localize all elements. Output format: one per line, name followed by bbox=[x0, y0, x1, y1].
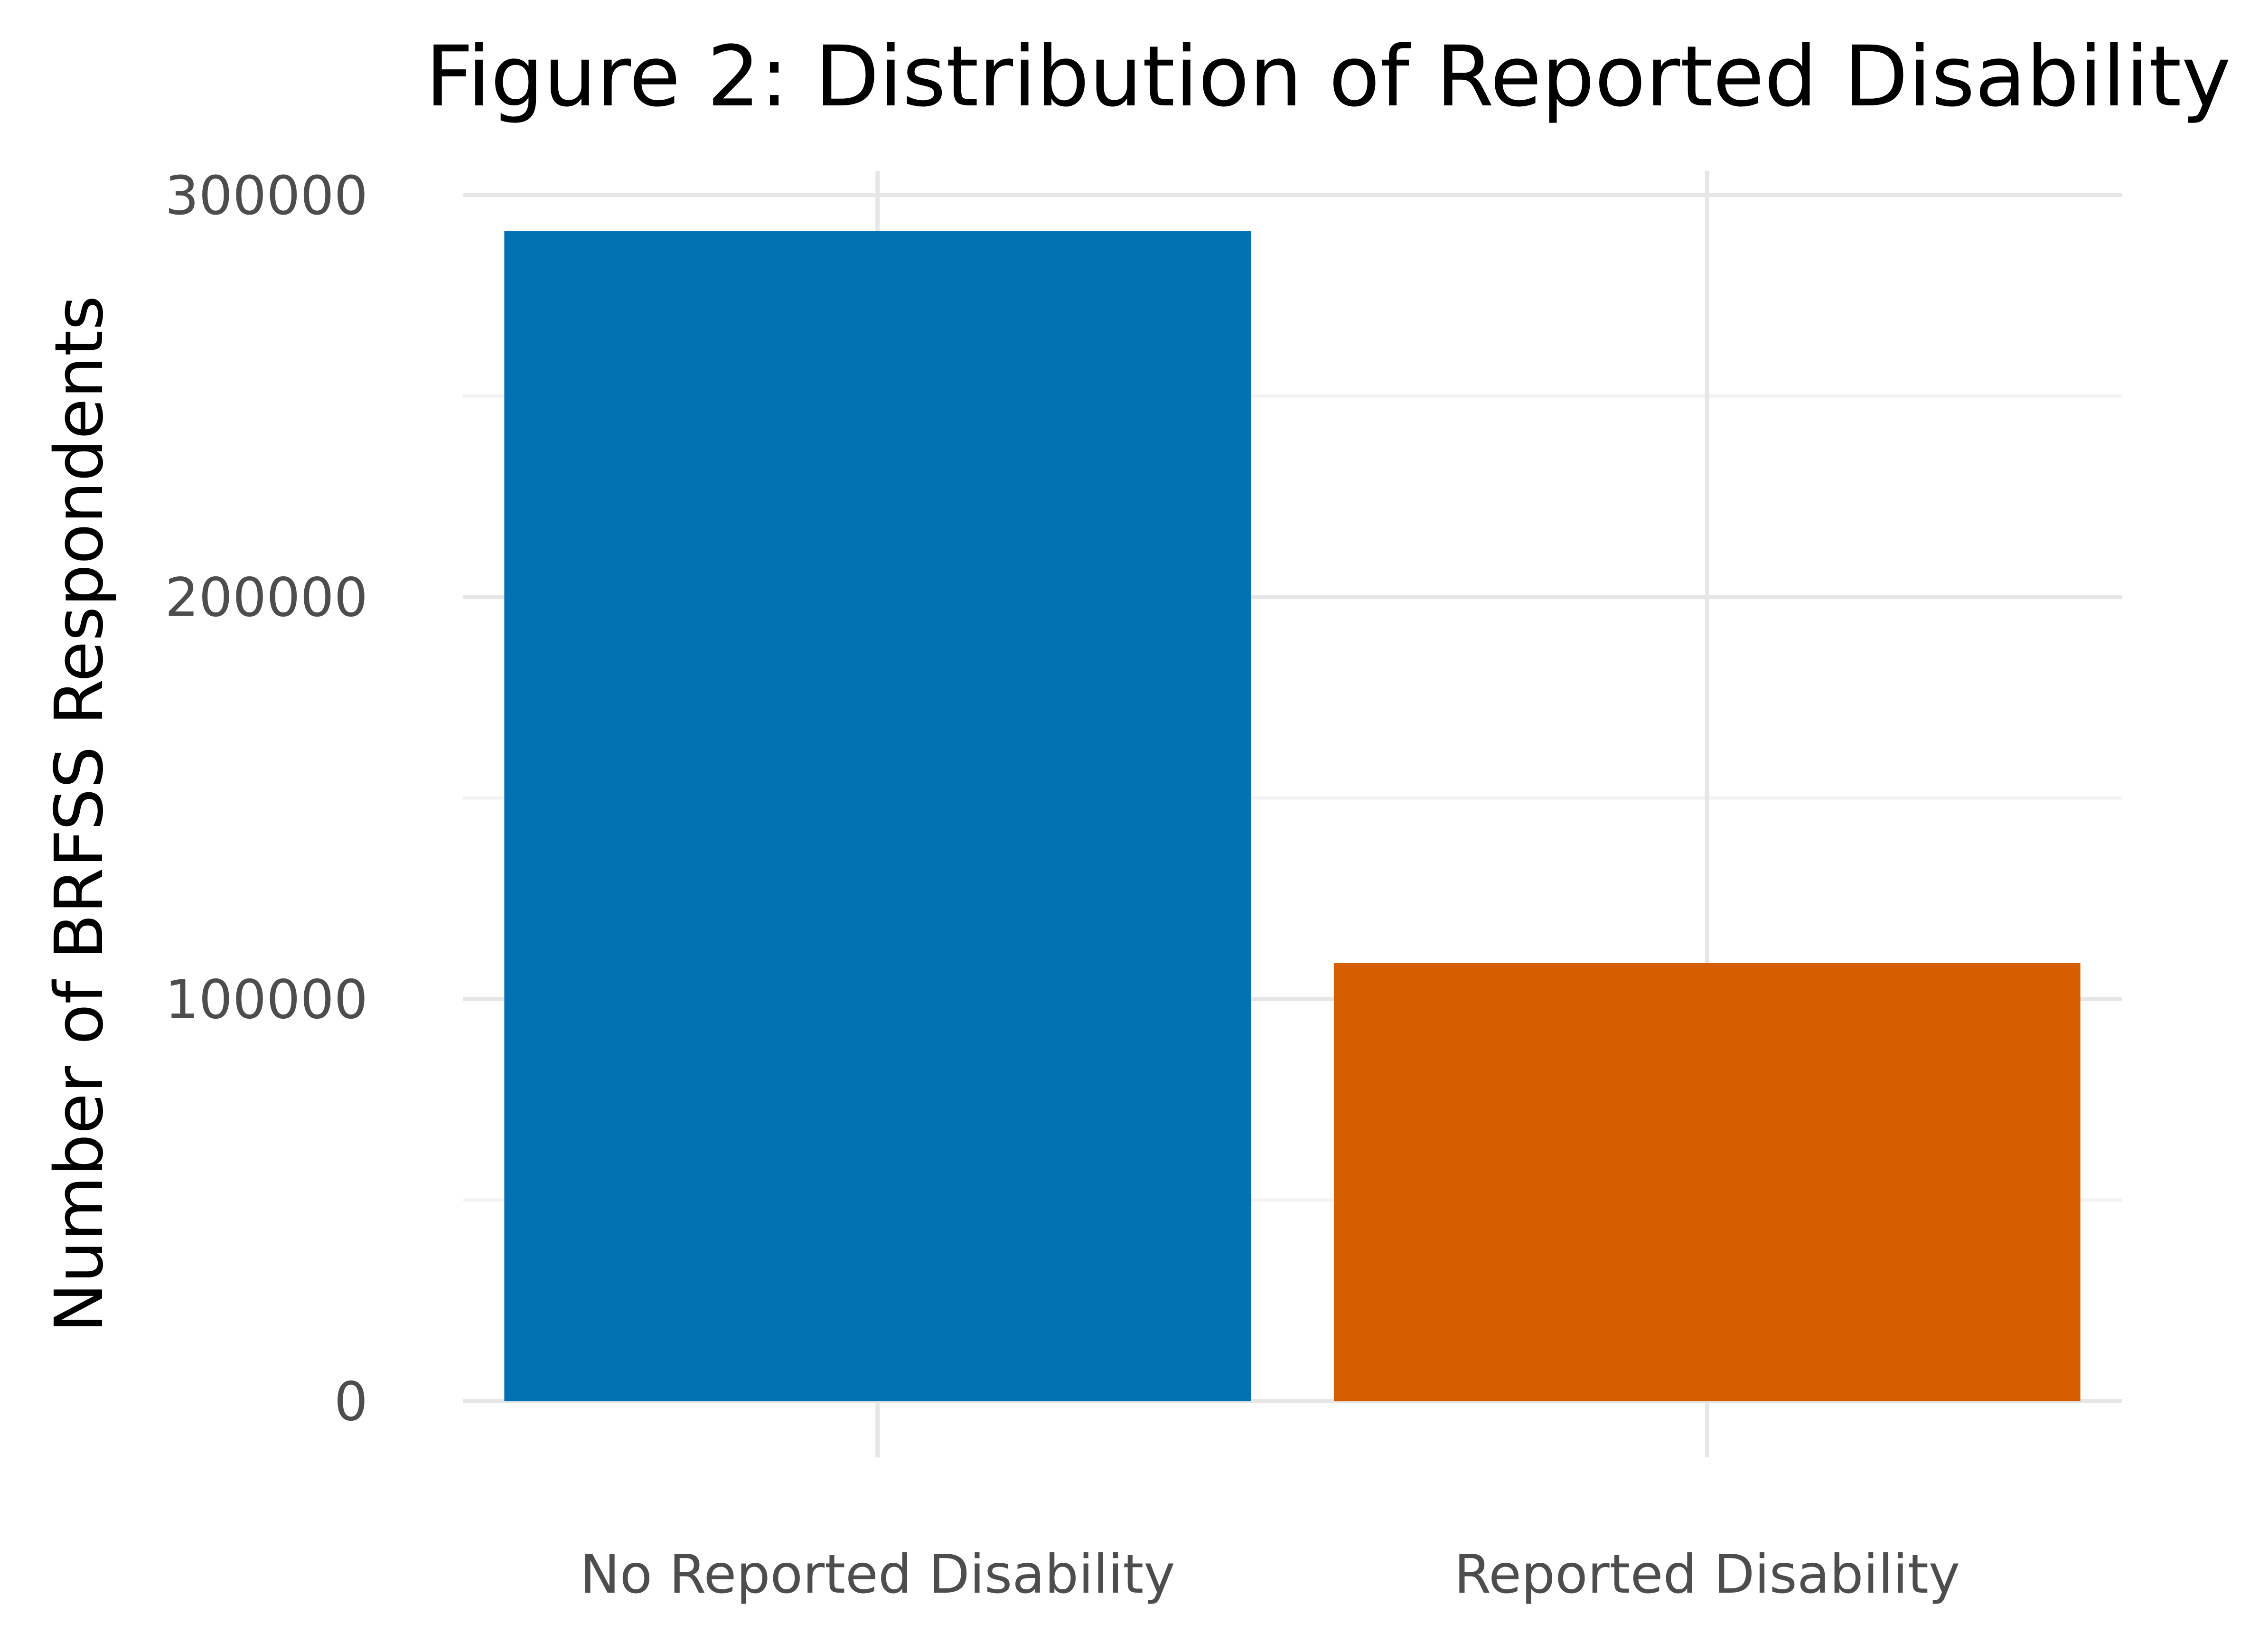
x-tick-label: Reported Disability bbox=[1454, 1544, 1960, 1605]
y-axis-title: Number of BRFSS Respondents bbox=[41, 296, 118, 1333]
x-axis-tick-labels: No Reported Disability Reported Disabilit… bbox=[580, 1544, 1960, 1605]
bar bbox=[504, 231, 1251, 1401]
y-tick-label: 100000 bbox=[165, 969, 368, 1031]
y-tick-label: 0 bbox=[334, 1371, 368, 1433]
bar bbox=[1333, 963, 2081, 1401]
chart-title: Figure 2: Distribution of Reported Disab… bbox=[425, 28, 2231, 125]
x-tick-label: No Reported Disability bbox=[580, 1544, 1175, 1605]
y-axis-tick-labels: 0 100000 200000 300000 bbox=[165, 165, 368, 1433]
bars bbox=[504, 231, 2081, 1401]
y-tick-label: 200000 bbox=[165, 567, 368, 629]
y-tick-label: 300000 bbox=[165, 165, 368, 227]
